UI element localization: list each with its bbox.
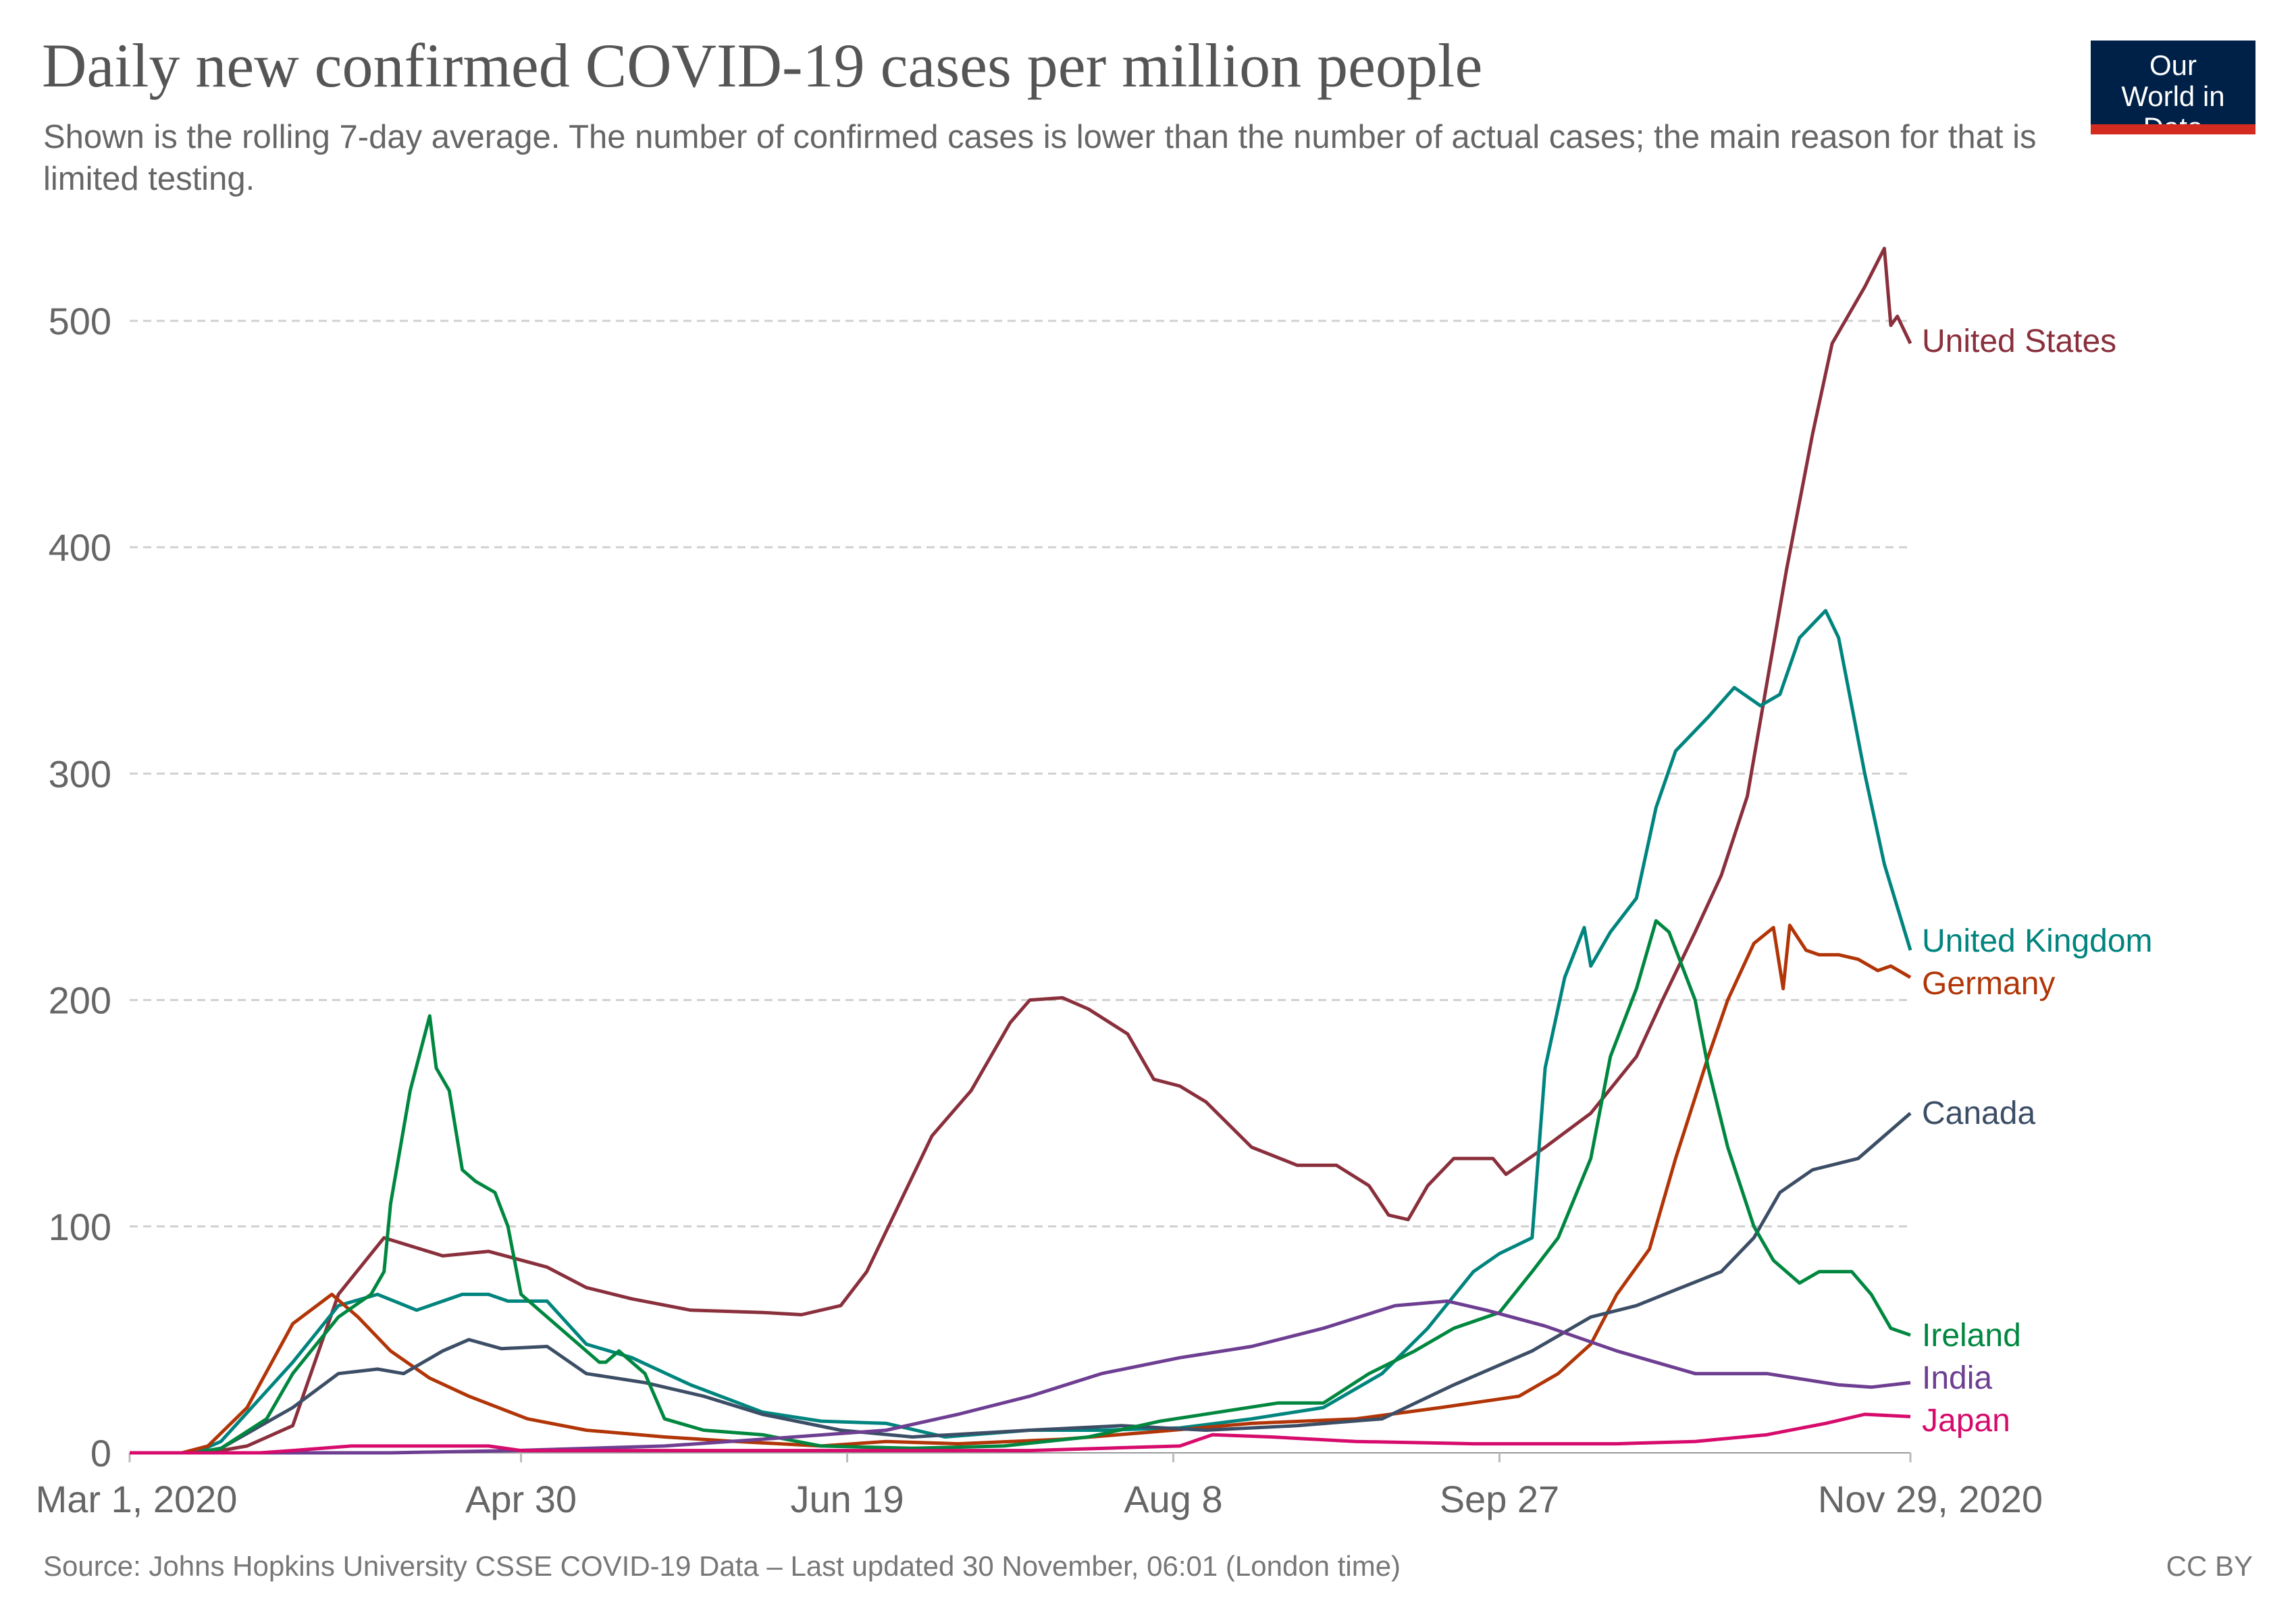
series-line-canada[interactable] <box>130 1112 1912 1455</box>
owid-logo[interactable]: Our World in Data <box>2091 41 2255 143</box>
license-link[interactable]: CC BY <box>2166 1550 2253 1582</box>
x-tick-label: Aug 8 <box>1124 1478 1222 1520</box>
x-tick-label: Jun 19 <box>790 1478 904 1520</box>
series-line-germany[interactable] <box>130 923 1912 1455</box>
series-label-japan[interactable]: Japan <box>1922 1403 2010 1439</box>
x-tick-label: Sep 27 <box>1440 1478 1560 1520</box>
series-label-united-kingdom[interactable]: United Kingdom <box>1922 923 2153 959</box>
x-tick-label: Apr 30 <box>465 1478 577 1520</box>
series-line-india[interactable] <box>130 1299 1911 1455</box>
series-line-united-kingdom[interactable] <box>130 609 1912 1455</box>
series-label-ireland[interactable]: Ireland <box>1922 1318 2021 1354</box>
series-line-japan[interactable] <box>130 1412 1911 1455</box>
series-label-germany[interactable]: Germany <box>1922 966 2055 1002</box>
logo-text: Our World in Data <box>2121 49 2225 143</box>
chart-subtitle: Shown is the rolling 7-day average. The … <box>43 119 2037 197</box>
series-label-united-states[interactable]: United States <box>1922 324 2116 359</box>
series-label-india[interactable]: India <box>1922 1360 1992 1396</box>
source-note[interactable]: Source: Johns Hopkins University CSSE CO… <box>43 1550 1401 1582</box>
y-tick-label: 0 <box>90 1432 111 1474</box>
chart-title: Daily new confirmed COVID-19 cases per m… <box>42 31 1483 100</box>
x-tick-label: Nov 29, 2020 <box>1818 1478 2043 1520</box>
y-tick-label: 300 <box>49 752 111 795</box>
y-tick-label: 400 <box>49 526 111 569</box>
x-tick-label: Mar 1, 2020 <box>36 1478 238 1520</box>
y-tick-label: 500 <box>49 300 111 342</box>
series-line-ireland[interactable] <box>130 919 1911 1455</box>
logo-bar <box>2091 124 2255 134</box>
y-tick-label: 100 <box>49 1206 111 1248</box>
series-line-united-states[interactable] <box>130 247 1912 1455</box>
y-tick-label: 200 <box>49 979 111 1022</box>
series-label-canada[interactable]: Canada <box>1922 1096 2035 1131</box>
